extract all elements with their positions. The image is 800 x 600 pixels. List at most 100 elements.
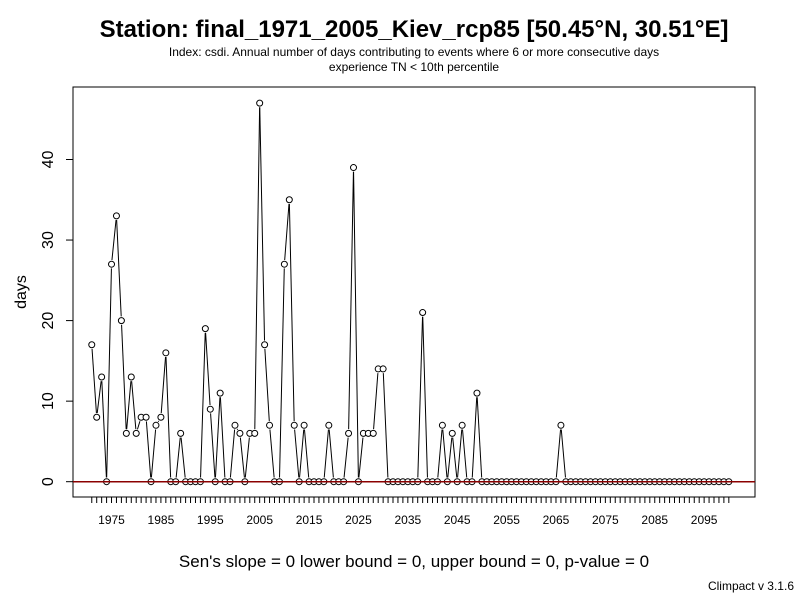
series-segment (457, 429, 463, 478)
chart-subtitle-line-1: Index: csdi. Annual number of days contr… (169, 45, 659, 59)
y-tick-label: 40 (40, 150, 57, 168)
series-segment (422, 316, 428, 478)
series-segment (348, 171, 354, 430)
series-segment (205, 332, 211, 406)
series-segment (219, 397, 226, 478)
data-point (261, 341, 269, 349)
series-segment (382, 373, 389, 478)
series-csdi (88, 99, 733, 486)
series-segment (288, 203, 295, 422)
series-segment (121, 324, 127, 430)
plot-frame (72, 86, 756, 498)
series-segment (555, 429, 562, 478)
series-segment (236, 428, 239, 431)
data-point (419, 309, 427, 317)
x-tick-label: 1995 (197, 513, 224, 527)
data-point (325, 421, 333, 429)
x-tick-label: 2025 (345, 513, 372, 527)
series-segment (165, 356, 172, 478)
series-segment (264, 348, 270, 422)
data-point (266, 421, 274, 429)
data-point (458, 421, 466, 429)
series-segment (106, 268, 112, 478)
series-segment (244, 437, 250, 478)
y-tick-label: 0 (40, 477, 57, 486)
series-segment (343, 437, 349, 478)
y-axis: 0 10 20 30 40 (40, 150, 73, 486)
data-point (177, 429, 185, 437)
series-segment (157, 420, 160, 422)
data-point (300, 421, 308, 429)
series-segment (254, 107, 261, 430)
series-segment (269, 429, 275, 478)
series-segment (417, 316, 424, 478)
data-point (280, 260, 288, 268)
data-point (127, 373, 135, 381)
series-segment (279, 268, 285, 478)
data-point (256, 99, 264, 107)
series-segment (353, 171, 359, 478)
data-point (152, 421, 160, 429)
series-segment (447, 437, 453, 478)
chart-subtitle-line-2: experience TN < 10th percentile (329, 60, 500, 74)
data-point (448, 429, 456, 437)
data-point (251, 429, 259, 437)
series-segment (442, 429, 448, 478)
series-segment (294, 429, 300, 478)
series-segment (229, 429, 236, 478)
series-segment (131, 381, 137, 430)
data-point (290, 421, 298, 429)
series-segment (175, 437, 181, 478)
data-point (122, 429, 130, 437)
series-segment (111, 220, 117, 261)
data-point (162, 349, 170, 357)
data-point (108, 260, 116, 268)
x-axis: 1975 1985 1995 2005 2015 2025 2035 2045 2055 2065… (91, 497, 730, 527)
series-segment (91, 348, 97, 414)
series-segment (210, 413, 216, 478)
y-axis-label: days (13, 275, 30, 309)
x-tick-label: 2045 (444, 513, 471, 527)
data-point (132, 429, 140, 437)
series-segment (145, 421, 152, 478)
data-point (142, 413, 150, 421)
x-tick-label: 2005 (246, 513, 273, 527)
data-point (350, 164, 358, 172)
series-segment (160, 356, 167, 414)
series-segment (116, 220, 122, 317)
series-segment (462, 429, 468, 478)
series-segment (259, 107, 266, 341)
series-segment (560, 429, 566, 478)
series-segment (373, 373, 379, 430)
series-segment (323, 429, 329, 478)
data-point (345, 429, 353, 437)
y-tick-label: 30 (40, 231, 57, 249)
series-segment (452, 437, 458, 478)
series-segment (239, 437, 245, 478)
data-point (157, 413, 165, 421)
x-tick-label: 2035 (394, 513, 421, 527)
x-tick-label: 1975 (98, 513, 125, 527)
series-segment (284, 203, 290, 261)
series-segment (358, 437, 364, 478)
climpact-credit: Climpact v 3.1.6 (708, 579, 794, 593)
data-point (201, 325, 209, 333)
data-point (98, 373, 106, 381)
series-segment (476, 397, 483, 478)
x-tick-label: 2015 (296, 513, 323, 527)
series-segment (101, 381, 107, 478)
data-point (112, 212, 120, 220)
series-segment (328, 429, 334, 478)
data-point (216, 389, 224, 397)
x-tick-label: 2085 (641, 513, 668, 527)
data-point (231, 421, 239, 429)
chart-title: Station: final_1971_2005_Kiev_rcp85 [50.… (100, 16, 729, 43)
x-tick-label: 2055 (493, 513, 520, 527)
y-tick-label: 20 (40, 312, 57, 330)
x-tick-label: 2075 (592, 513, 619, 527)
series-segment (299, 429, 305, 478)
series-segment (214, 397, 221, 478)
data-point (438, 421, 446, 429)
series-segment (136, 421, 141, 430)
